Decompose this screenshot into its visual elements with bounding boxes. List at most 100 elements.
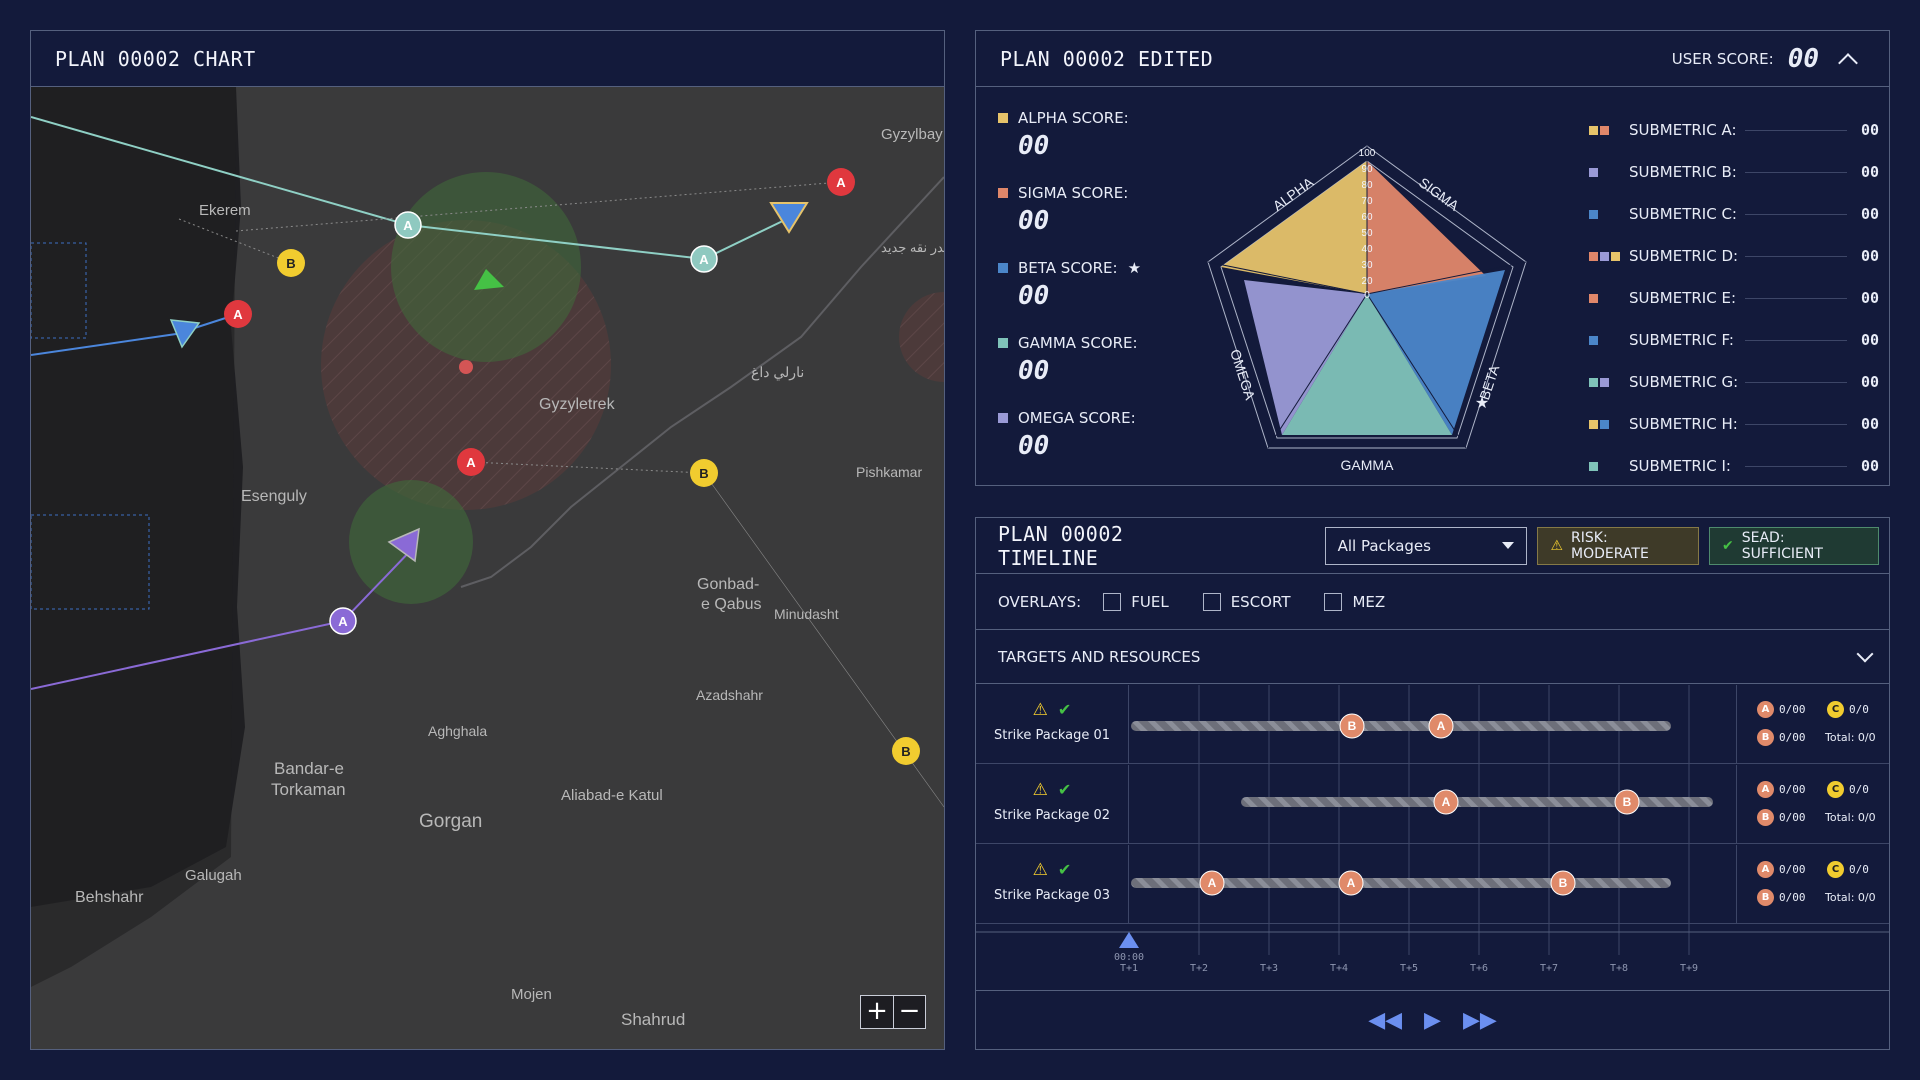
radar-slice-gamma	[1282, 294, 1452, 435]
sead-badge[interactable]: ✔ SEAD: SUFFICIENT	[1709, 526, 1879, 565]
package-stats: A 0/00 C 0/0 B 0/00 Total: 0/0	[1736, 845, 1889, 924]
timeline-marker-b[interactable]: B	[1550, 870, 1576, 896]
aircraft-icon[interactable]	[769, 202, 809, 234]
score-list: ALPHA SCORE: 00 SIGMA SCORE: 00 BETA SCO…	[998, 109, 1141, 484]
stat-a: A 0/00	[1757, 861, 1806, 878]
package-row[interactable]: ⚠ ✔ Strike Package 02 A 0/00 C 0/0 B 0/00 Total: …	[976, 765, 1889, 844]
package-label-cell: ⚠ ✔ Strike Package 03	[976, 845, 1129, 924]
color-swatch	[1589, 293, 1598, 303]
package-row[interactable]: ⚠ ✔ Strike Package 01 A 0/00 C 0/0 B 0/00 Total: …	[976, 685, 1889, 764]
package-bar-03[interactable]	[1131, 878, 1671, 888]
package-name: Strike Package 02	[993, 808, 1111, 823]
submetric-label: SUBMETRIC C:	[1629, 205, 1737, 223]
aircraft-icon[interactable]	[474, 269, 504, 290]
map-svg[interactable]: Gyzylbay Ekerem Gyzyletrek Esenguly Pish…	[31, 87, 944, 1049]
timeline-marker-a[interactable]: A	[1338, 870, 1364, 896]
checkbox-box[interactable]	[1324, 592, 1343, 611]
submetric-divider	[1745, 297, 1847, 299]
svg-text:A: A	[233, 307, 243, 322]
stat-total: Total: 0/0	[1825, 731, 1876, 744]
risk-label: RISK: MODERATE	[1571, 529, 1649, 562]
stat-b: B 0/00	[1757, 729, 1806, 746]
mez-checkbox[interactable]: MEZ	[1324, 592, 1385, 611]
submetric-swatches	[1589, 335, 1629, 345]
play-button[interactable]: ▶	[1424, 1008, 1441, 1033]
aircraft-icon[interactable]	[387, 527, 420, 563]
svg-text:T+5: T+5	[1400, 963, 1418, 974]
marker-b-icon: B	[1757, 729, 1774, 746]
zoom-in-button[interactable]: +	[866, 996, 888, 1026]
target-marker-a[interactable]: A	[224, 300, 252, 328]
svg-text:B: B	[1623, 795, 1632, 809]
warning-icon: ⚠	[1032, 860, 1048, 880]
target-marker-a[interactable]: A	[457, 448, 485, 476]
svg-text:70: 70	[1361, 196, 1373, 207]
targets-resources-toggle[interactable]: TARGETS AND RESOURCES	[976, 630, 1889, 684]
map-canvas[interactable]: Gyzylbay Ekerem Gyzyletrek Esenguly Pish…	[31, 87, 944, 1049]
svg-text:A: A	[338, 614, 348, 629]
submetric-value: 00	[1860, 289, 1879, 307]
chevron-down-icon[interactable]	[1856, 645, 1874, 662]
svg-text:40: 40	[1361, 244, 1373, 255]
timeline-marker-a[interactable]: A	[1199, 870, 1225, 896]
timeline-marker-b[interactable]: B	[1614, 789, 1640, 815]
gamma-score-value: 00	[1018, 356, 1050, 386]
submetric-value: 00	[1860, 415, 1879, 433]
timeline-marker-a[interactable]: A	[1433, 789, 1459, 815]
coverage-circle	[391, 172, 581, 362]
fuel-label: FUEL	[1131, 592, 1169, 611]
stat-b-value: 0/00	[1779, 811, 1806, 824]
stat-b: B 0/00	[1757, 889, 1806, 906]
stat-b-value: 0/00	[1779, 731, 1806, 744]
aircraft-icon[interactable]	[169, 319, 201, 349]
escort-checkbox[interactable]: ESCORT	[1202, 592, 1290, 611]
collapse-chevron-icon[interactable]	[1838, 52, 1858, 73]
submetric-swatches	[1589, 419, 1629, 429]
map-header: PLAN 00002 CHART	[31, 31, 944, 87]
time-cursor-icon[interactable]	[1119, 932, 1139, 948]
zoom-out-button[interactable]: −	[893, 996, 925, 1028]
waypoint-marker-a[interactable]: A	[394, 211, 422, 239]
package-stats: A 0/00 C 0/0 B 0/00 Total: 0/0	[1736, 765, 1889, 844]
svg-text:Gorgan: Gorgan	[419, 811, 482, 832]
package-bar-02[interactable]	[1241, 797, 1713, 807]
waypoint-marker-a[interactable]: A	[329, 607, 357, 635]
score-item-alpha: ALPHA SCORE: 00	[998, 109, 1141, 184]
svg-text:A: A	[699, 252, 709, 267]
rewind-button[interactable]: ◀◀	[1368, 1008, 1403, 1033]
package-stats: A 0/00 C 0/0 B 0/00 Total: 0/0	[1736, 685, 1889, 764]
svg-text:بندر نقه جديد: بندر نقه جديد	[881, 240, 944, 256]
package-select[interactable]: All Packages	[1324, 526, 1528, 565]
color-swatch	[1600, 125, 1609, 135]
target-marker-b[interactable]: B	[690, 459, 718, 487]
fast-forward-button[interactable]: ▶▶	[1462, 1008, 1497, 1033]
risk-badge[interactable]: ⚠ RISK: MODERATE	[1537, 526, 1700, 565]
timeline-marker-a[interactable]: A	[1428, 713, 1454, 739]
stat-c: C 0/0	[1827, 781, 1869, 798]
submetric-swatches	[1589, 377, 1629, 387]
svg-text:90: 90	[1361, 164, 1373, 175]
fuel-checkbox[interactable]: FUEL	[1103, 592, 1169, 611]
submetric-divider	[1745, 129, 1847, 131]
timeline-panel: PLAN 00002 TIMELINE All Packages ⚠ RISK:…	[975, 517, 1890, 1050]
submetric-divider	[1745, 423, 1847, 425]
submetric-value: 00	[1860, 121, 1879, 139]
waypoint-marker-a[interactable]: A	[690, 245, 718, 273]
svg-text:A: A	[466, 455, 476, 470]
sigma-score-label: SIGMA SCORE:	[1018, 184, 1129, 202]
package-status-icons: ⚠ ✔	[976, 780, 1128, 802]
submetric-label: SUBMETRIC D:	[1629, 247, 1739, 265]
package-row[interactable]: ⚠ ✔ Strike Package 03 A 0/00 C 0/0 B 0/00 Total: …	[976, 845, 1889, 924]
radar-ticks: 100 90 80 70 60 50 40 30 20 10 0	[1359, 148, 1376, 301]
target-marker-a[interactable]: A	[827, 168, 855, 196]
checkbox-box[interactable]	[1202, 592, 1221, 611]
target-marker-b[interactable]: B	[892, 737, 920, 765]
target-marker-b[interactable]: B	[277, 249, 305, 277]
checkbox-box[interactable]	[1103, 592, 1122, 611]
package-bar-01[interactable]	[1131, 721, 1671, 731]
stat-total: Total: 0/0	[1825, 891, 1876, 904]
submetric-label: SUBMETRIC I:	[1629, 457, 1731, 475]
timeline-marker-b[interactable]: B	[1339, 713, 1365, 739]
marker-c-icon: C	[1827, 861, 1844, 878]
stat-c: C 0/0	[1827, 701, 1869, 718]
